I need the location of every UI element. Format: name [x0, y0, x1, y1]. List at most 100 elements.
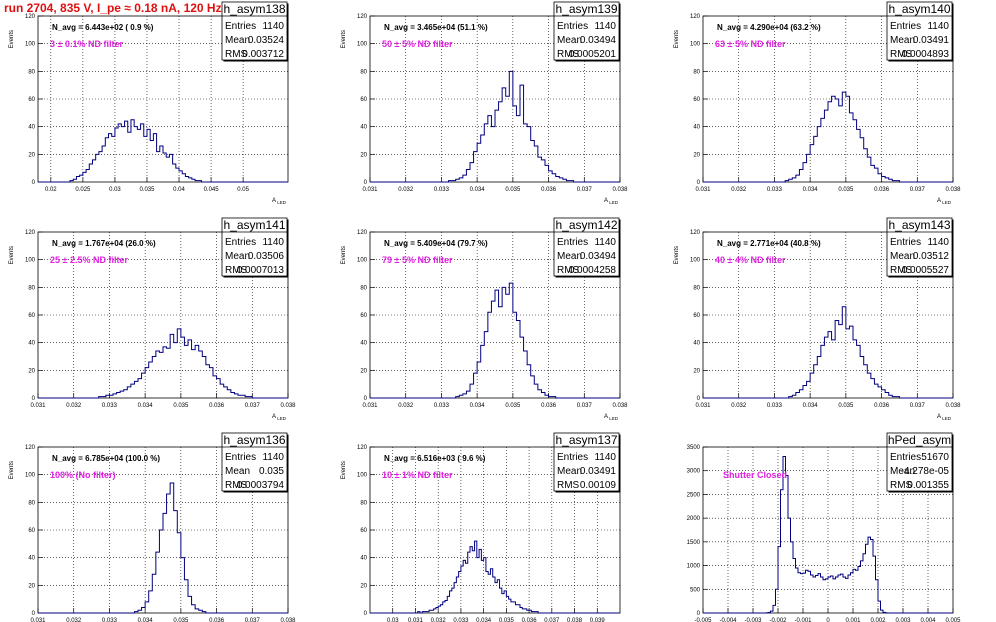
- histogram-panel: 0.031 0.032 0.033 0.034 0.035 0.036 0.037 0.038…: [9, 432, 296, 622]
- stats-box: [221, 432, 288, 492]
- x-tick-label: 0.03: [109, 187, 121, 193]
- y-tick-label: 60: [360, 528, 367, 534]
- stats-label: Entries: [890, 452, 921, 463]
- stats-label: Entries: [225, 452, 256, 463]
- y-tick-label: 100: [25, 258, 36, 264]
- filter-label: 3 ± 0.1% ND filter: [50, 39, 123, 49]
- y-tick-label: 100: [357, 42, 368, 48]
- x-tick-label: 0: [826, 618, 830, 622]
- y-tick-label: 60: [360, 97, 367, 103]
- x-axis-label: A LED: [937, 414, 952, 421]
- x-tick-label: 0.003: [895, 618, 911, 622]
- filter-label: 10 ± 1% ND filter: [382, 470, 453, 480]
- x-tick-label: 0.02: [45, 187, 57, 193]
- x-tick-label: 0.033: [434, 403, 450, 409]
- y-tick-label: 100: [25, 42, 36, 48]
- y-tick-label: 0: [32, 611, 36, 617]
- x-tick-label: 0.037: [577, 403, 593, 409]
- stats-label: RMS: [557, 49, 580, 60]
- x-tick-label: -0.002: [769, 618, 787, 622]
- y-tick-label: 60: [28, 528, 35, 534]
- y-tick-label: 60: [360, 313, 367, 319]
- y-tick-label: 20: [360, 152, 367, 158]
- x-tick-label: 0.031: [362, 187, 378, 193]
- stats-value: 0.03494: [580, 251, 617, 262]
- x-tick-label: 0.05: [237, 187, 249, 193]
- stats-label: Mean: [557, 251, 582, 262]
- run-title: run 2704, 835 V, I_pe ≈ 0.18 nA, 120 Hz: [4, 1, 222, 15]
- histogram-panel: 0.031 0.032 0.033 0.034 0.035 0.036 0.037 0.038…: [674, 1, 961, 205]
- stats-label: Mean: [557, 35, 582, 46]
- y-tick-label: 120: [690, 14, 701, 20]
- y-tick-label: 80: [28, 285, 35, 291]
- x-tick-label: 0.03: [387, 618, 399, 622]
- x-tick-label: 0.037: [910, 187, 926, 193]
- histogram-name: h_asym137: [555, 433, 617, 447]
- stats-label: Mean: [225, 251, 250, 262]
- histogram-series: [38, 119, 288, 183]
- x-tick-label: 0.034: [470, 403, 486, 409]
- y-tick-label: 40: [693, 341, 700, 347]
- x-tick-label: 0.032: [66, 403, 82, 409]
- y-tick-label: 100: [690, 42, 701, 48]
- y-tick-label: 80: [693, 285, 700, 291]
- x-tick-label: 0.04: [173, 187, 185, 193]
- y-tick-label: 40: [360, 125, 367, 131]
- y-axis-label: Events: [674, 30, 680, 48]
- y-axis-label: Events: [341, 461, 347, 479]
- x-tick-label: 0.036: [522, 618, 538, 622]
- y-tick-label: 40: [693, 125, 700, 131]
- x-tick-label: 0.033: [102, 403, 118, 409]
- x-tick-label: 0.035: [838, 187, 854, 193]
- x-tick-label: 0.038: [612, 403, 628, 409]
- x-tick-label: 0.036: [541, 403, 557, 409]
- stats-value: 0.0007013: [237, 265, 285, 276]
- stats-value: 0.00109: [580, 480, 617, 491]
- x-tick-label: 0.034: [470, 187, 486, 193]
- y-tick-label: 0: [364, 611, 368, 617]
- y-tick-label: 2000: [687, 516, 701, 522]
- y-tick-label: 20: [28, 583, 35, 589]
- navg-label: N_avg = 6.443e+02 ( 0.9 %): [52, 23, 154, 32]
- x-tick-label: 0.036: [209, 618, 225, 622]
- x-tick-label: 0.032: [431, 618, 447, 622]
- y-axis-label: Events: [341, 246, 347, 264]
- x-tick-label: 0.033: [453, 618, 469, 622]
- stats-value: 0.0004258: [569, 265, 617, 276]
- stats-value: 0.001355: [907, 480, 949, 491]
- x-tick-label: 0.036: [209, 403, 225, 409]
- stats-value: 0.03491: [913, 35, 950, 46]
- histogram-name: h_asym139: [555, 2, 617, 16]
- x-tick-label: 0.037: [245, 618, 261, 622]
- x-tick-label: -0.001: [794, 618, 812, 622]
- filter-label: 63 ± 5% ND filter: [715, 39, 786, 49]
- stats-label: RMS: [890, 265, 913, 276]
- y-tick-label: 0: [364, 180, 368, 186]
- histogram-name: h_asym143: [888, 218, 950, 232]
- y-axis-label: Events: [9, 30, 15, 48]
- stats-label: Mean: [890, 466, 915, 477]
- stats-label: Mean: [890, 251, 915, 262]
- x-tick-label: 0.038: [280, 403, 296, 409]
- x-tick-label: 0.036: [541, 187, 557, 193]
- stats-label: RMS: [225, 265, 248, 276]
- y-tick-label: 40: [28, 556, 35, 562]
- x-tick-label: -0.004: [719, 618, 737, 622]
- navg-label: N_avg = 4.290e+04 (63.2 %): [717, 23, 821, 32]
- x-tick-label: 0.036: [874, 403, 890, 409]
- histogram-panel: 0.031 0.032 0.033 0.034 0.035 0.036 0.037 0.038…: [674, 217, 961, 421]
- y-tick-label: 100: [357, 258, 368, 264]
- x-tick-label: -0.003: [744, 618, 762, 622]
- x-tick-label: 0.034: [476, 618, 492, 622]
- y-tick-label: 3000: [687, 469, 701, 475]
- y-tick-label: 500: [690, 587, 701, 593]
- histogram-series: [703, 455, 953, 614]
- stats-box: [553, 432, 620, 492]
- y-tick-label: 120: [25, 14, 36, 20]
- histogram-series: [703, 306, 953, 399]
- stats-value: 1140: [262, 452, 284, 463]
- y-tick-label: 3500: [687, 445, 701, 451]
- y-axis-label: Events: [341, 30, 347, 48]
- histogram-panel: 0.031 0.032 0.033 0.034 0.035 0.036 0.037 0.038…: [341, 217, 628, 421]
- y-tick-label: 20: [360, 583, 367, 589]
